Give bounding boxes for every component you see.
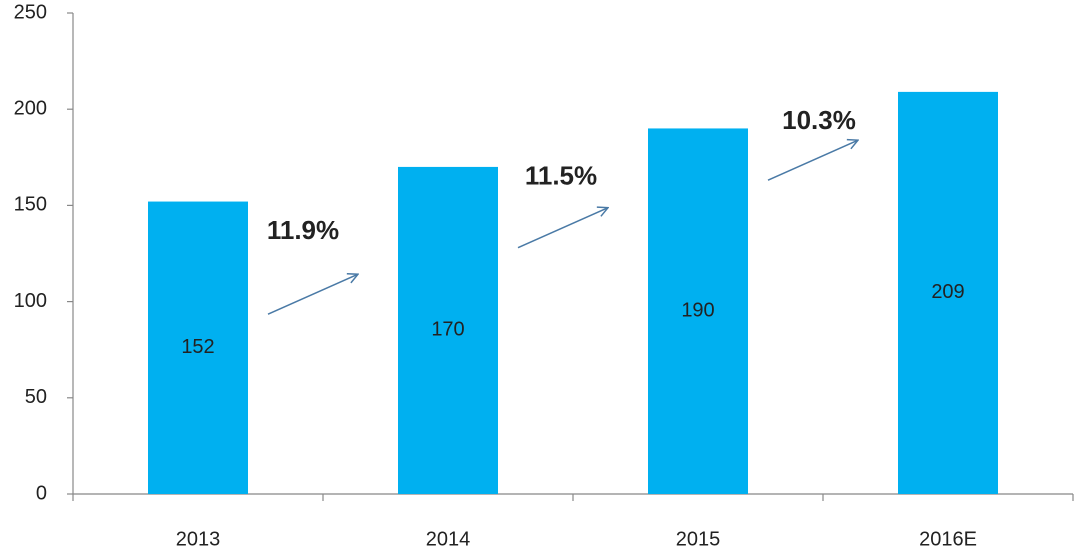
value-label: 209 — [931, 281, 964, 303]
value-label: 190 — [681, 300, 714, 322]
x-tick-label: 2014 — [426, 528, 471, 550]
y-tick-label: 100 — [14, 290, 47, 312]
bar — [148, 201, 248, 494]
x-tick-label: 2015 — [676, 528, 721, 550]
bar — [898, 91, 998, 494]
growth-arrow — [767, 140, 858, 181]
bar — [398, 166, 498, 495]
y-tick-label: 200 — [14, 97, 47, 119]
x-tick-label: 2013 — [176, 528, 221, 550]
value-label: 170 — [431, 319, 464, 341]
growth-label: 11.9% — [267, 215, 339, 245]
growth-arrow — [517, 208, 608, 249]
y-tick-label: 0 — [36, 482, 47, 504]
value-label: 152 — [181, 336, 214, 358]
growth-label: 10.3% — [782, 105, 856, 135]
y-tick-label: 150 — [14, 194, 47, 216]
x-tick-label: 2016E — [919, 528, 977, 550]
growth-label: 11.5% — [525, 161, 597, 191]
y-tick-label: 250 — [14, 1, 47, 23]
y-tick-label: 50 — [25, 386, 47, 408]
growth-arrow — [267, 274, 358, 315]
bar — [648, 128, 748, 494]
